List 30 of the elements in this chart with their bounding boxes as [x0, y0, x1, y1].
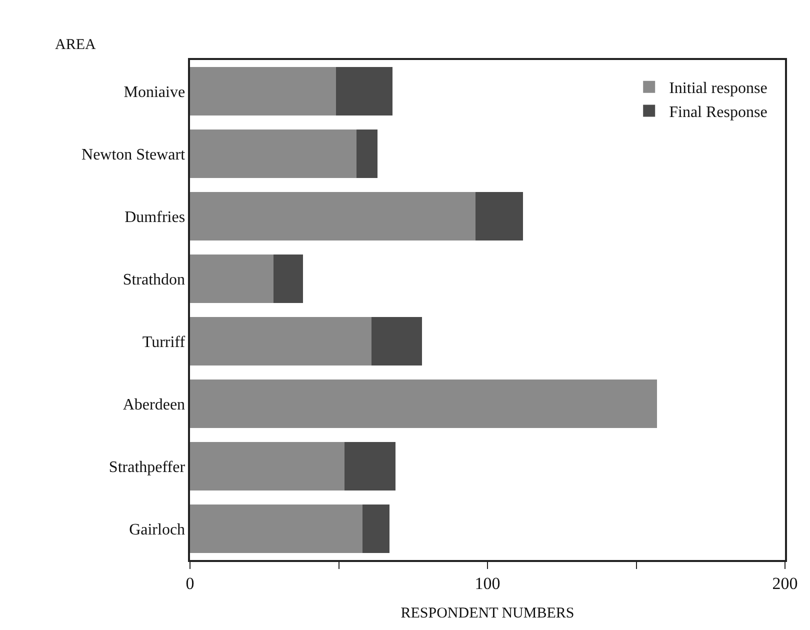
bar: [362, 504, 390, 554]
x-tick-label: 0: [186, 574, 194, 594]
bar: [476, 192, 524, 241]
bar: [190, 316, 372, 366]
x-tick-label: 100: [474, 574, 500, 594]
y-tick-label: Turriff: [142, 334, 186, 351]
y-tick-label: Newton Stewart: [82, 146, 186, 164]
y-axis-title: AREA: [55, 37, 96, 53]
y-tick-label: Strathdon: [122, 271, 186, 288]
bar: [356, 129, 378, 178]
bar: [336, 66, 392, 116]
bar: [190, 129, 357, 178]
y-tick-label: Aberdeen: [122, 396, 186, 414]
legend-label: Final Response: [669, 104, 768, 121]
bar: [190, 504, 363, 554]
bar: [371, 316, 422, 366]
legend-label: Initial response: [669, 80, 768, 98]
y-tick-label: Moniaive: [124, 84, 186, 101]
bar: [344, 442, 396, 491]
y-tick-label: Gairloch: [129, 521, 186, 538]
bar: [273, 254, 304, 304]
bar: [190, 442, 345, 491]
x-tick-label: 200: [772, 574, 798, 594]
bar: [190, 192, 476, 241]
y-tick-label: Dumfries: [124, 208, 186, 226]
y-tick-label: Strathpeffer: [108, 458, 186, 476]
bar: [190, 66, 336, 116]
x-axis-title: RESPONDENT NUMBERS: [400, 606, 574, 622]
bar: [190, 254, 274, 304]
bar: [190, 379, 658, 428]
